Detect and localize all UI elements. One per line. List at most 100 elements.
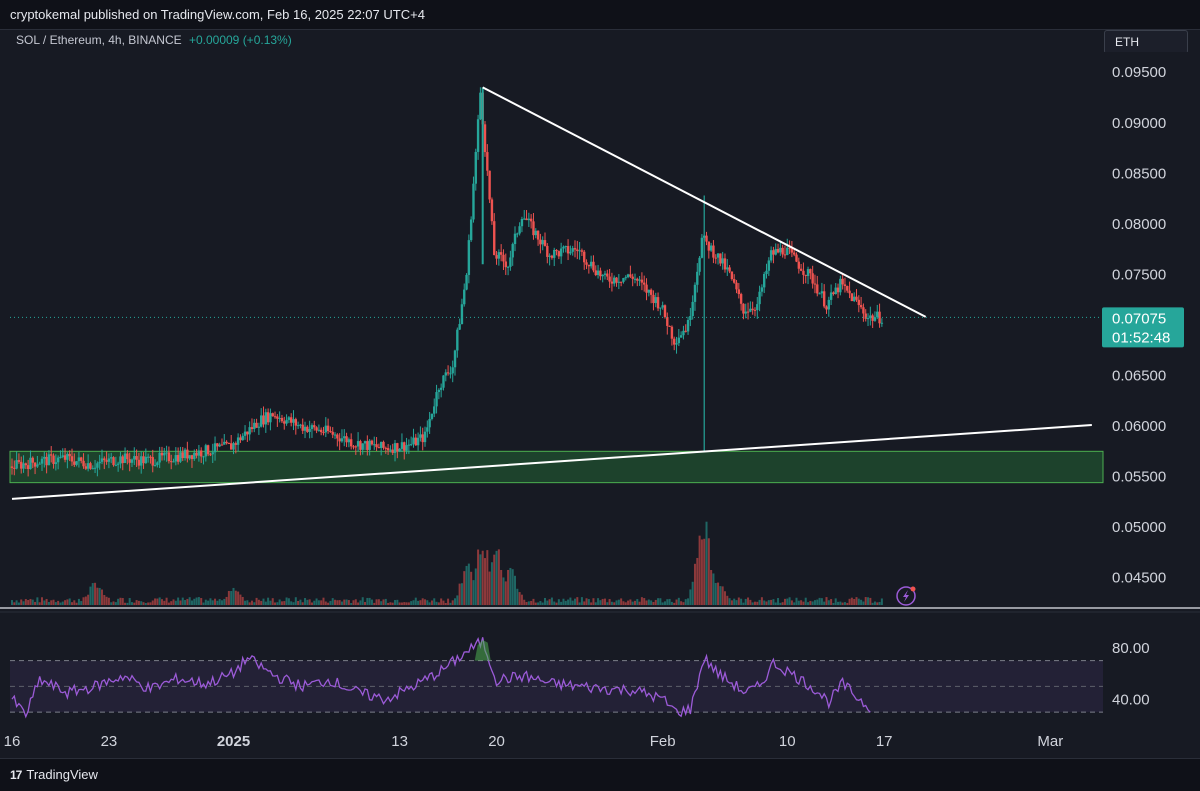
volume-bar bbox=[417, 600, 420, 605]
volume-bar bbox=[638, 601, 641, 605]
candle-body bbox=[689, 315, 692, 321]
tradingview-brand[interactable]: 17 TradingView bbox=[10, 767, 98, 782]
volume-bar bbox=[786, 598, 789, 605]
volume-bar bbox=[516, 588, 519, 605]
candle-body bbox=[253, 422, 256, 430]
candle-body bbox=[797, 261, 801, 269]
candle-body bbox=[543, 240, 547, 246]
volume-bar bbox=[760, 597, 763, 605]
candle-body bbox=[483, 124, 487, 153]
candle-body bbox=[633, 278, 637, 280]
candle-body bbox=[645, 284, 648, 293]
candle-body bbox=[809, 269, 812, 274]
candle-body bbox=[407, 444, 411, 446]
candle-body bbox=[52, 455, 55, 464]
volume-bar bbox=[490, 562, 493, 605]
volume-bar bbox=[278, 599, 281, 605]
candle-body bbox=[29, 457, 32, 470]
volume-bar bbox=[77, 598, 80, 605]
volume-bar bbox=[147, 602, 150, 605]
volume-bar bbox=[564, 600, 567, 605]
candle-body bbox=[446, 372, 450, 374]
candle-body bbox=[359, 441, 362, 450]
candle-body bbox=[737, 289, 741, 295]
candle-body bbox=[534, 230, 537, 236]
volume-bar bbox=[809, 600, 812, 605]
volume-bar bbox=[823, 601, 826, 605]
candle-body bbox=[144, 456, 148, 464]
volume-bar bbox=[770, 599, 773, 605]
volume-bar bbox=[34, 601, 37, 605]
candle-body bbox=[206, 445, 210, 455]
volume-bar bbox=[663, 601, 666, 605]
volume-bar bbox=[573, 598, 576, 605]
volume-bar bbox=[597, 598, 600, 605]
volume-bar bbox=[832, 602, 835, 605]
volume-bar bbox=[234, 590, 237, 605]
candle-body bbox=[266, 412, 270, 423]
candle-body bbox=[250, 427, 254, 430]
candle-body bbox=[599, 270, 602, 277]
price-chart[interactable]: 0.09500 0.09000 0.08500 0.08000 0.07500 0.065… bbox=[0, 52, 1200, 758]
candle-body bbox=[550, 255, 554, 258]
candle-body bbox=[659, 307, 662, 309]
volume-bar bbox=[495, 550, 498, 605]
volume-bar bbox=[447, 598, 450, 605]
volume-bar bbox=[548, 599, 551, 605]
candle-body bbox=[241, 435, 244, 441]
volume-bar bbox=[523, 599, 526, 605]
candle-body bbox=[529, 218, 533, 222]
symbol-name[interactable]: SOL / Ethereum, 4h, BINANCE bbox=[16, 33, 182, 47]
volume-bar bbox=[255, 597, 258, 605]
ascending-trendline bbox=[11, 424, 1092, 500]
volume-bar bbox=[128, 598, 131, 605]
volume-bar bbox=[421, 598, 424, 605]
candle-body bbox=[179, 452, 182, 462]
volume-bar bbox=[68, 598, 71, 605]
candle-body bbox=[271, 413, 274, 417]
volume-bar bbox=[696, 557, 699, 605]
currency-button[interactable]: ETH bbox=[1104, 30, 1188, 54]
candle-body bbox=[146, 456, 150, 458]
volume-bar bbox=[677, 597, 680, 605]
volume-bar bbox=[726, 595, 729, 605]
candle-body bbox=[841, 278, 844, 285]
candle-body bbox=[511, 244, 514, 258]
candle-body bbox=[696, 271, 699, 285]
candle-body bbox=[661, 305, 664, 308]
volume-bar bbox=[149, 602, 152, 605]
candle-body bbox=[769, 250, 773, 261]
candle-body bbox=[326, 425, 330, 432]
volume-bar bbox=[366, 597, 369, 605]
candle-body bbox=[649, 289, 653, 295]
volume-bar bbox=[460, 583, 463, 605]
volume-bar bbox=[202, 602, 205, 605]
volume-bar bbox=[601, 598, 604, 605]
volume-bar bbox=[324, 601, 327, 605]
volume-bar bbox=[38, 602, 41, 605]
volume-bar bbox=[223, 598, 226, 605]
candle-body bbox=[532, 221, 535, 236]
volume-bar bbox=[862, 601, 865, 605]
candle-body bbox=[363, 441, 367, 444]
volume-bar bbox=[112, 601, 115, 605]
volume-bar bbox=[343, 599, 346, 605]
volume-bar bbox=[640, 597, 643, 605]
candle-body bbox=[444, 372, 447, 376]
volume-bar bbox=[140, 601, 143, 605]
candle-body bbox=[13, 467, 16, 469]
volume-bar bbox=[114, 602, 117, 605]
volume-bar bbox=[675, 599, 678, 605]
volume-bar bbox=[550, 597, 553, 605]
volume-bar bbox=[211, 600, 214, 605]
candle-body bbox=[158, 452, 161, 463]
candle-body bbox=[400, 442, 404, 449]
candle-body bbox=[121, 456, 124, 464]
candle-body bbox=[739, 294, 743, 304]
price-axis-label: 0.06000 bbox=[1112, 418, 1166, 435]
volume-bar bbox=[652, 601, 655, 605]
candle-body bbox=[460, 304, 464, 325]
volume-bar bbox=[850, 597, 853, 605]
candle-body bbox=[762, 274, 766, 288]
volume-bar bbox=[527, 601, 530, 605]
